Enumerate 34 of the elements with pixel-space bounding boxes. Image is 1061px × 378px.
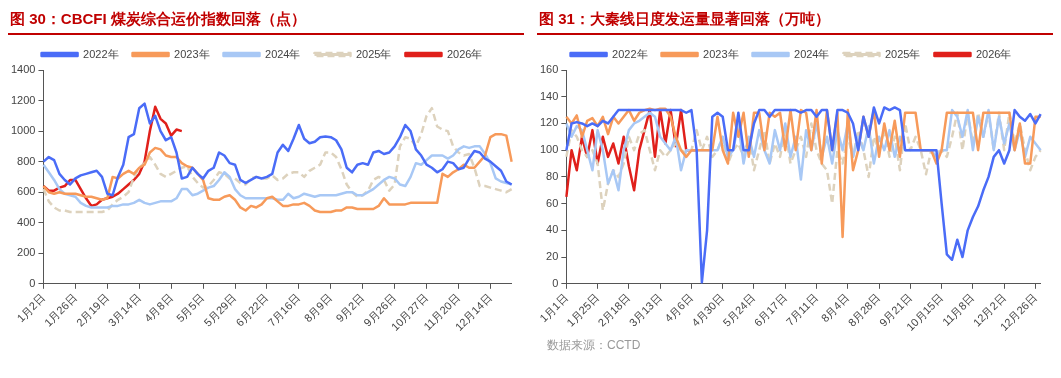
legend-label: 2022年: [612, 47, 648, 60]
y-tick-label: 1000: [10, 124, 36, 137]
y-tick-label: 160: [539, 63, 559, 76]
x-tick-label: 8月9日: [301, 291, 335, 325]
legend-label: 2023年: [174, 47, 210, 60]
y-tick-label: 400: [17, 215, 36, 228]
y-tick-label: 800: [17, 154, 36, 167]
legend-label: 2025年: [355, 47, 392, 60]
y-tick-label: 1200: [10, 93, 36, 106]
y-tick-label: 60: [546, 196, 559, 209]
y-tick-label: 20: [546, 250, 559, 263]
legend-label: 2025年: [884, 47, 921, 60]
chart-title: 图 31：大秦线日度发运量显著回落（万吨）: [537, 8, 1053, 35]
legend-label: 2024年: [265, 47, 301, 60]
y-tick-label: 200: [17, 246, 36, 259]
y-tick-label: 0: [552, 276, 559, 289]
y-tick-label: 1400: [10, 63, 36, 76]
line-series: [42, 106, 513, 214]
y-tick-label: 80: [546, 169, 559, 182]
legend-label: 2026年: [446, 47, 483, 60]
line-series: [565, 111, 1042, 212]
y-tick-label: 40: [546, 223, 559, 236]
y-tick-label: 100: [539, 143, 559, 156]
y-tick-label: 0: [29, 276, 36, 289]
y-tick-label: 600: [17, 185, 36, 198]
y-tick-label: 140: [539, 89, 559, 102]
source-note: 数据来源：CCTD: [546, 337, 642, 354]
x-tick-label: 4月8日: [142, 291, 175, 325]
legend-label: 2024年: [794, 47, 830, 60]
y-tick-label: 120: [539, 116, 559, 129]
chart-title: 图 30：CBCFI 煤炭综合运价指数回落（点）: [8, 8, 524, 35]
legend-label: 2023年: [703, 47, 739, 60]
legend-label: 2026年: [975, 47, 1012, 60]
legend-label: 2022年: [83, 47, 119, 60]
